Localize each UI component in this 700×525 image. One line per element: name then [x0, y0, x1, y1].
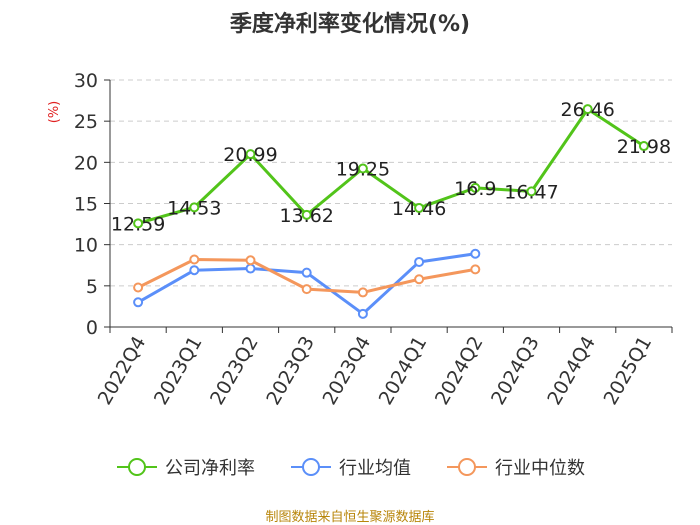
- data-point-0-0[interactable]: [133, 218, 144, 229]
- data-point-0-7[interactable]: [526, 186, 537, 197]
- legend-marker-icon: [291, 458, 331, 476]
- data-point-1-4[interactable]: [357, 308, 368, 319]
- data-label-6: 16.9: [454, 178, 496, 200]
- data-point-1-5[interactable]: [414, 256, 425, 267]
- legend-marker-icon: [447, 458, 487, 476]
- series-line-0: [137, 107, 645, 225]
- data-point-0-5[interactable]: [414, 202, 425, 213]
- x-tick-label-2024Q4: 2024Q4: [543, 333, 600, 409]
- x-tick-label-2024Q3: 2024Q3: [487, 333, 544, 409]
- legend-marker-icon: [117, 458, 157, 476]
- grid-lines: [110, 79, 672, 287]
- x-tick-label-2025Q1: 2025Q1: [599, 333, 656, 409]
- x-tick-label-2023Q4: 2023Q4: [318, 333, 375, 409]
- x-tick-label-2024Q2: 2024Q2: [431, 333, 488, 409]
- data-point-1-0[interactable]: [133, 297, 144, 308]
- data-label-2: 20.99: [223, 144, 277, 166]
- y-axis-label: (%): [47, 101, 62, 124]
- legend-label: 公司净利率: [165, 458, 255, 479]
- series-lines: [133, 104, 649, 319]
- x-tick-label-2023Q2: 2023Q2: [206, 333, 263, 409]
- legend-item-1[interactable]: 行业均值: [289, 454, 411, 480]
- data-label-1: 14.53: [167, 197, 221, 219]
- data-point-1-1[interactable]: [189, 265, 200, 276]
- legend-label: 行业中位数: [495, 458, 585, 479]
- series-2: [133, 254, 481, 298]
- data-point-0-6[interactable]: [470, 182, 481, 193]
- series-0: [133, 104, 649, 229]
- y-tick-label-20: 20: [74, 152, 98, 174]
- x-tick-label-2022Q4: 2022Q4: [94, 333, 151, 409]
- data-point-2-0[interactable]: [133, 282, 144, 293]
- legend-item-0[interactable]: 公司净利率: [115, 454, 255, 480]
- data-point-0-4[interactable]: [357, 163, 368, 174]
- data-point-0-1[interactable]: [189, 202, 200, 213]
- data-label-4: 19.25: [336, 159, 390, 181]
- data-label-8: 26.46: [560, 99, 614, 121]
- data-point-0-2[interactable]: [245, 149, 256, 160]
- data-label-0: 12.59: [111, 213, 165, 235]
- data-point-2-3[interactable]: [301, 284, 312, 295]
- data-point-1-2[interactable]: [245, 263, 256, 274]
- y-tick-label-5: 5: [86, 276, 98, 298]
- data-label-3: 13.62: [279, 205, 333, 227]
- data-label-9: 21.98: [617, 136, 671, 158]
- y-tick-label-30: 30: [74, 70, 98, 92]
- legend-label: 行业均值: [339, 458, 411, 479]
- data-point-2-5[interactable]: [414, 274, 425, 285]
- data-point-1-6[interactable]: [470, 248, 481, 259]
- legend-item-2[interactable]: 行业中位数: [445, 454, 585, 480]
- data-point-1-3[interactable]: [301, 267, 312, 278]
- data-label-5: 14.46: [392, 198, 446, 220]
- chart-title: 季度净利率变化情况(%): [229, 12, 471, 37]
- x-tick-label-2023Q3: 2023Q3: [262, 333, 319, 409]
- x-tick-label-2023Q1: 2023Q1: [150, 333, 207, 409]
- y-tick-label-10: 10: [74, 235, 98, 257]
- data-point-2-1[interactable]: [189, 254, 200, 265]
- legend: 公司净利率 行业均值 行业中位数: [0, 454, 700, 480]
- y-tick-label-25: 25: [74, 111, 98, 133]
- x-tick-label-2024Q1: 2024Q1: [375, 333, 432, 409]
- y-tick-label-0: 0: [86, 317, 98, 339]
- data-point-2-2[interactable]: [245, 255, 256, 266]
- y-tick-label-15: 15: [74, 194, 98, 216]
- data-point-0-3[interactable]: [301, 209, 312, 220]
- data-point-0-8[interactable]: [582, 104, 593, 115]
- data-point-0-9[interactable]: [638, 141, 649, 152]
- data-label-7: 16.47: [504, 181, 558, 203]
- data-point-2-4[interactable]: [357, 287, 368, 298]
- source-note: 制图数据来自恒生聚源数据库: [265, 510, 435, 525]
- data-point-2-6[interactable]: [470, 264, 481, 275]
- series-1: [133, 248, 481, 319]
